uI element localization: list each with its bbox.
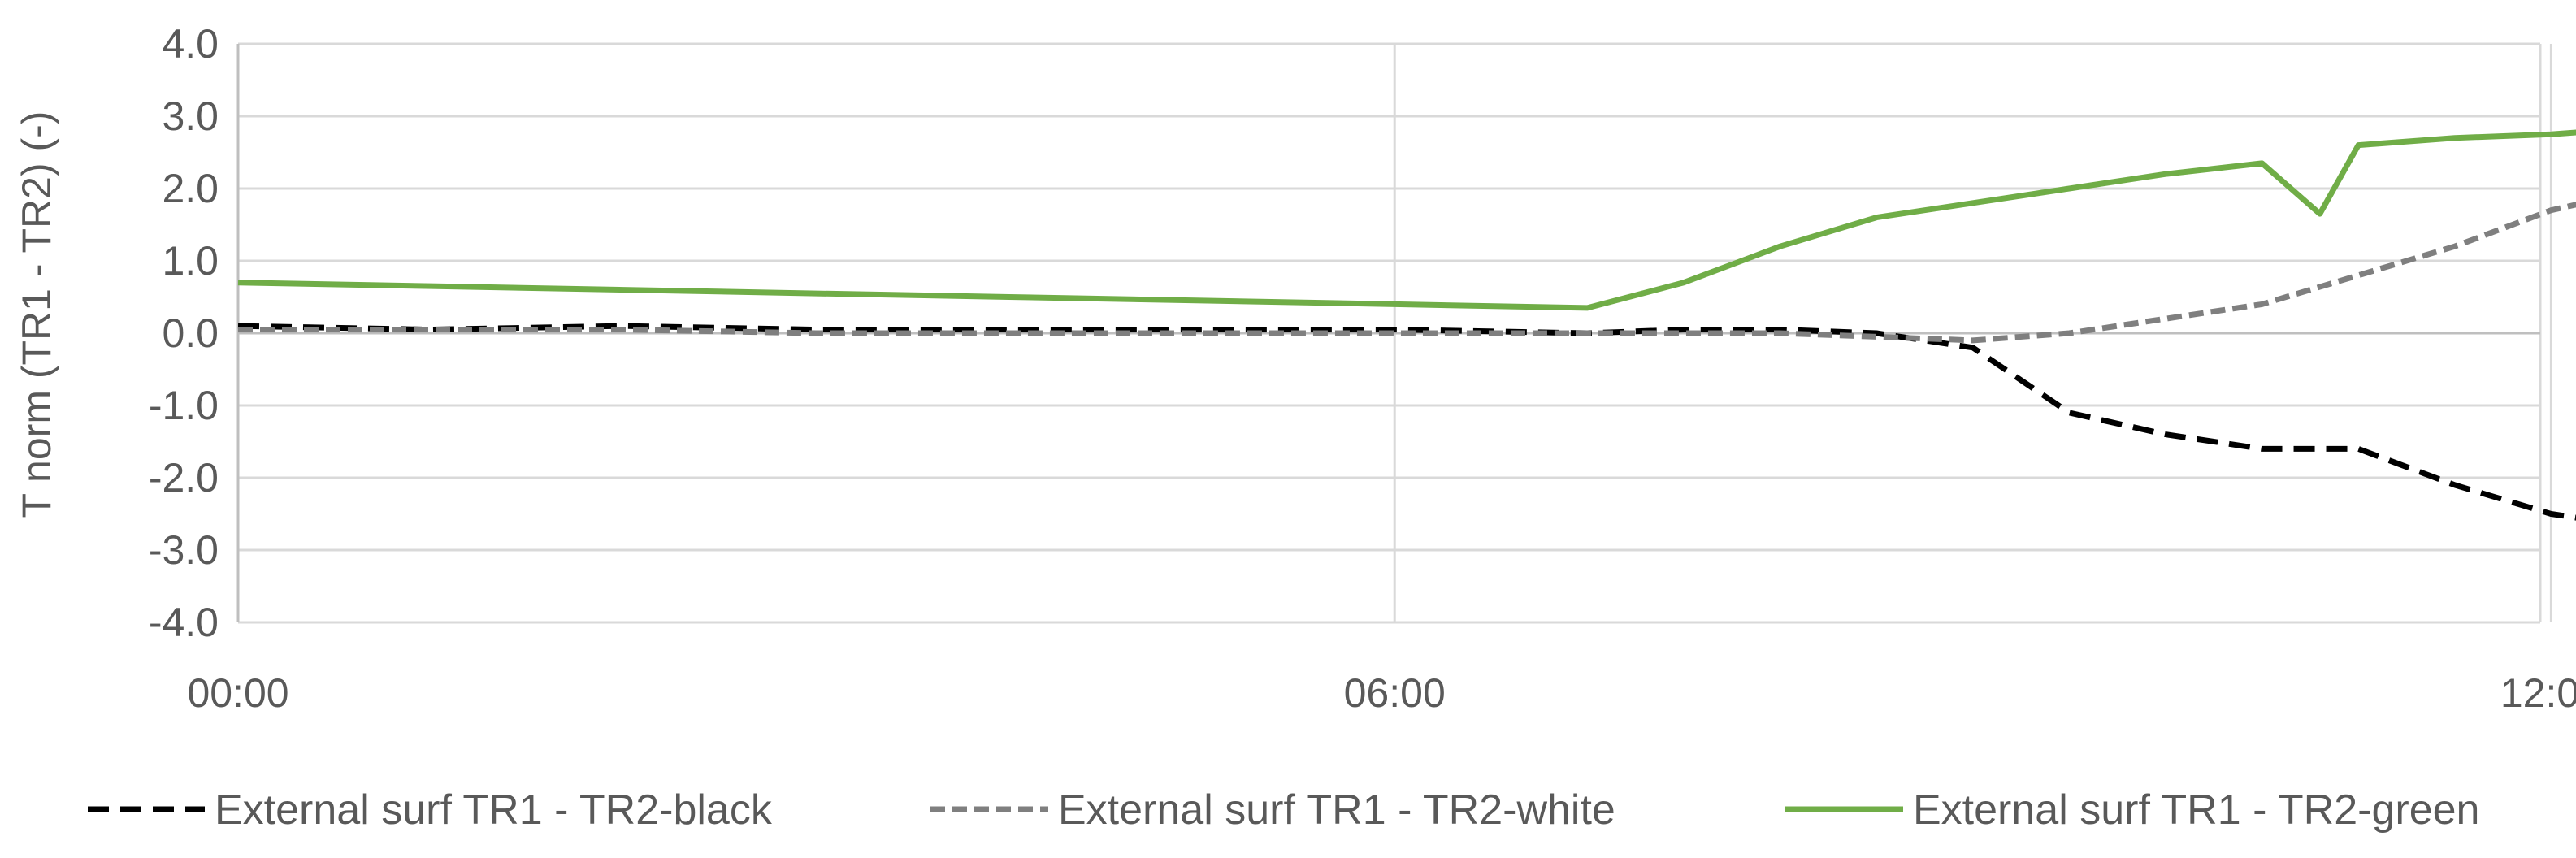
y-tick-label: 1.0 [162,238,219,284]
y-tick-label: 0.0 [162,310,219,356]
legend-label: External surf TR1 - TR2-black [215,786,773,834]
y-tick-labels: 4.0 3.0 2.0 1.0 0.0 -1.0 -2.0 -3.0 -4.0 [149,21,219,645]
legend-item: External surf TR1 - TR2-white [930,786,1615,834]
series-line [237,129,2576,311]
y-axis-title: T norm (TR1 - TR2) (-) [14,111,59,518]
y-tick-label: 2.0 [162,166,219,211]
legend: External surf TR1 - TR2-black External su… [88,786,2479,834]
y-tick-label: -1.0 [149,383,219,428]
gridlines [238,42,2552,624]
series-line [237,323,2576,521]
series-line [238,202,2576,344]
y-tick-label: -3.0 [149,527,219,573]
y-tick-label: 4.0 [162,21,219,67]
x-tick-label: 06:00 [1344,670,1446,716]
legend-label: External surf TR1 - TR2-white [1058,786,1615,834]
y-tick-label: 3.0 [162,93,219,139]
legend-label: External surf TR1 - TR2-green [1913,786,2479,834]
x-tick-label: 00:00 [187,670,288,716]
y-tick-label: -4.0 [149,600,219,645]
x-tick-labels: 00:0006:0012:0018:0000:0006:0012:0018:00… [187,670,2576,716]
y-tick-label: -2.0 [149,455,219,500]
legend-item: External surf TR1 - TR2-black [88,786,773,834]
x-tick-label: 12:00 [2500,670,2576,716]
legend-item: External surf TR1 - TR2-green [1785,786,2479,834]
series-lines [237,129,2576,521]
